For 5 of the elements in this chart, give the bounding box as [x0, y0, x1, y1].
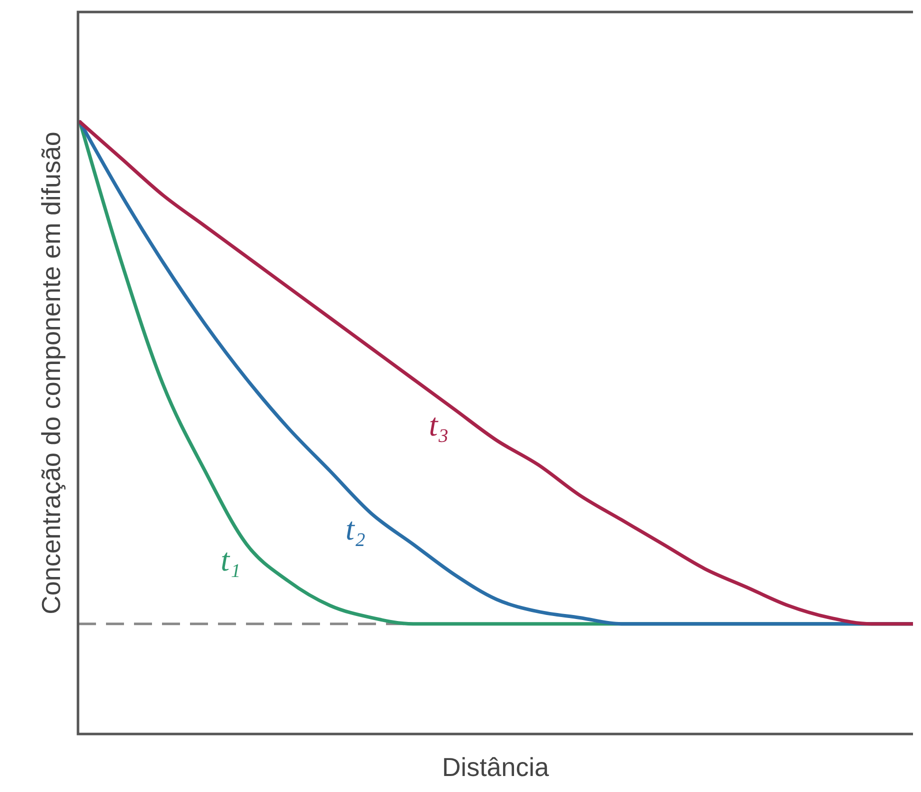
series-label: t₃ [428, 406, 449, 443]
series-label: t₁ [220, 541, 241, 578]
x-axis-title: Distância [442, 752, 550, 782]
series-label: t₂ [346, 510, 366, 547]
y-axis-title: Concentração do componente em difusão [36, 132, 66, 614]
